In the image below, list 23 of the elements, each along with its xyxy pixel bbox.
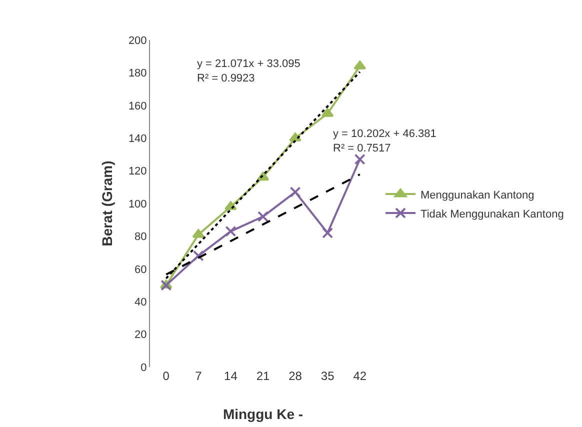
annotation: y = 10.202x + 46.381 R² = 0.7517 [333,128,436,154]
x-tick-label: 42 [353,369,367,383]
legend-label: Tidak Menggunakan Kantong [420,208,564,220]
annotation: y = 21.071x + 33.095 R² = 0.9923 [197,58,300,84]
y-tick-label: 200 [128,34,147,47]
y-tick-label: 40 [134,296,147,308]
y-tick-label: 80 [134,231,147,244]
x-tick-label: 0 [162,369,170,383]
x-tick-label: 21 [256,369,270,383]
y-tick-label: 140 [128,132,147,145]
x-tick-label: 14 [224,369,238,383]
y-tick-label: 120 [128,166,147,178]
y-axis-title: Berat (Gram) [99,160,115,246]
x-tick-label: 7 [195,369,202,383]
y-tick-label: 160 [128,100,147,112]
x-tick-label: 28 [288,369,302,383]
y-tick-label: 180 [128,68,147,80]
y-tick-label: 100 [128,198,147,210]
y-tick-label: 60 [134,264,147,276]
legend-label: Menggunakan Kantong [420,189,534,202]
y-tick-label: 20 [134,329,147,342]
x-tick-label: 35 [320,369,335,383]
x-axis-title: Minggu Ke - [222,406,304,422]
